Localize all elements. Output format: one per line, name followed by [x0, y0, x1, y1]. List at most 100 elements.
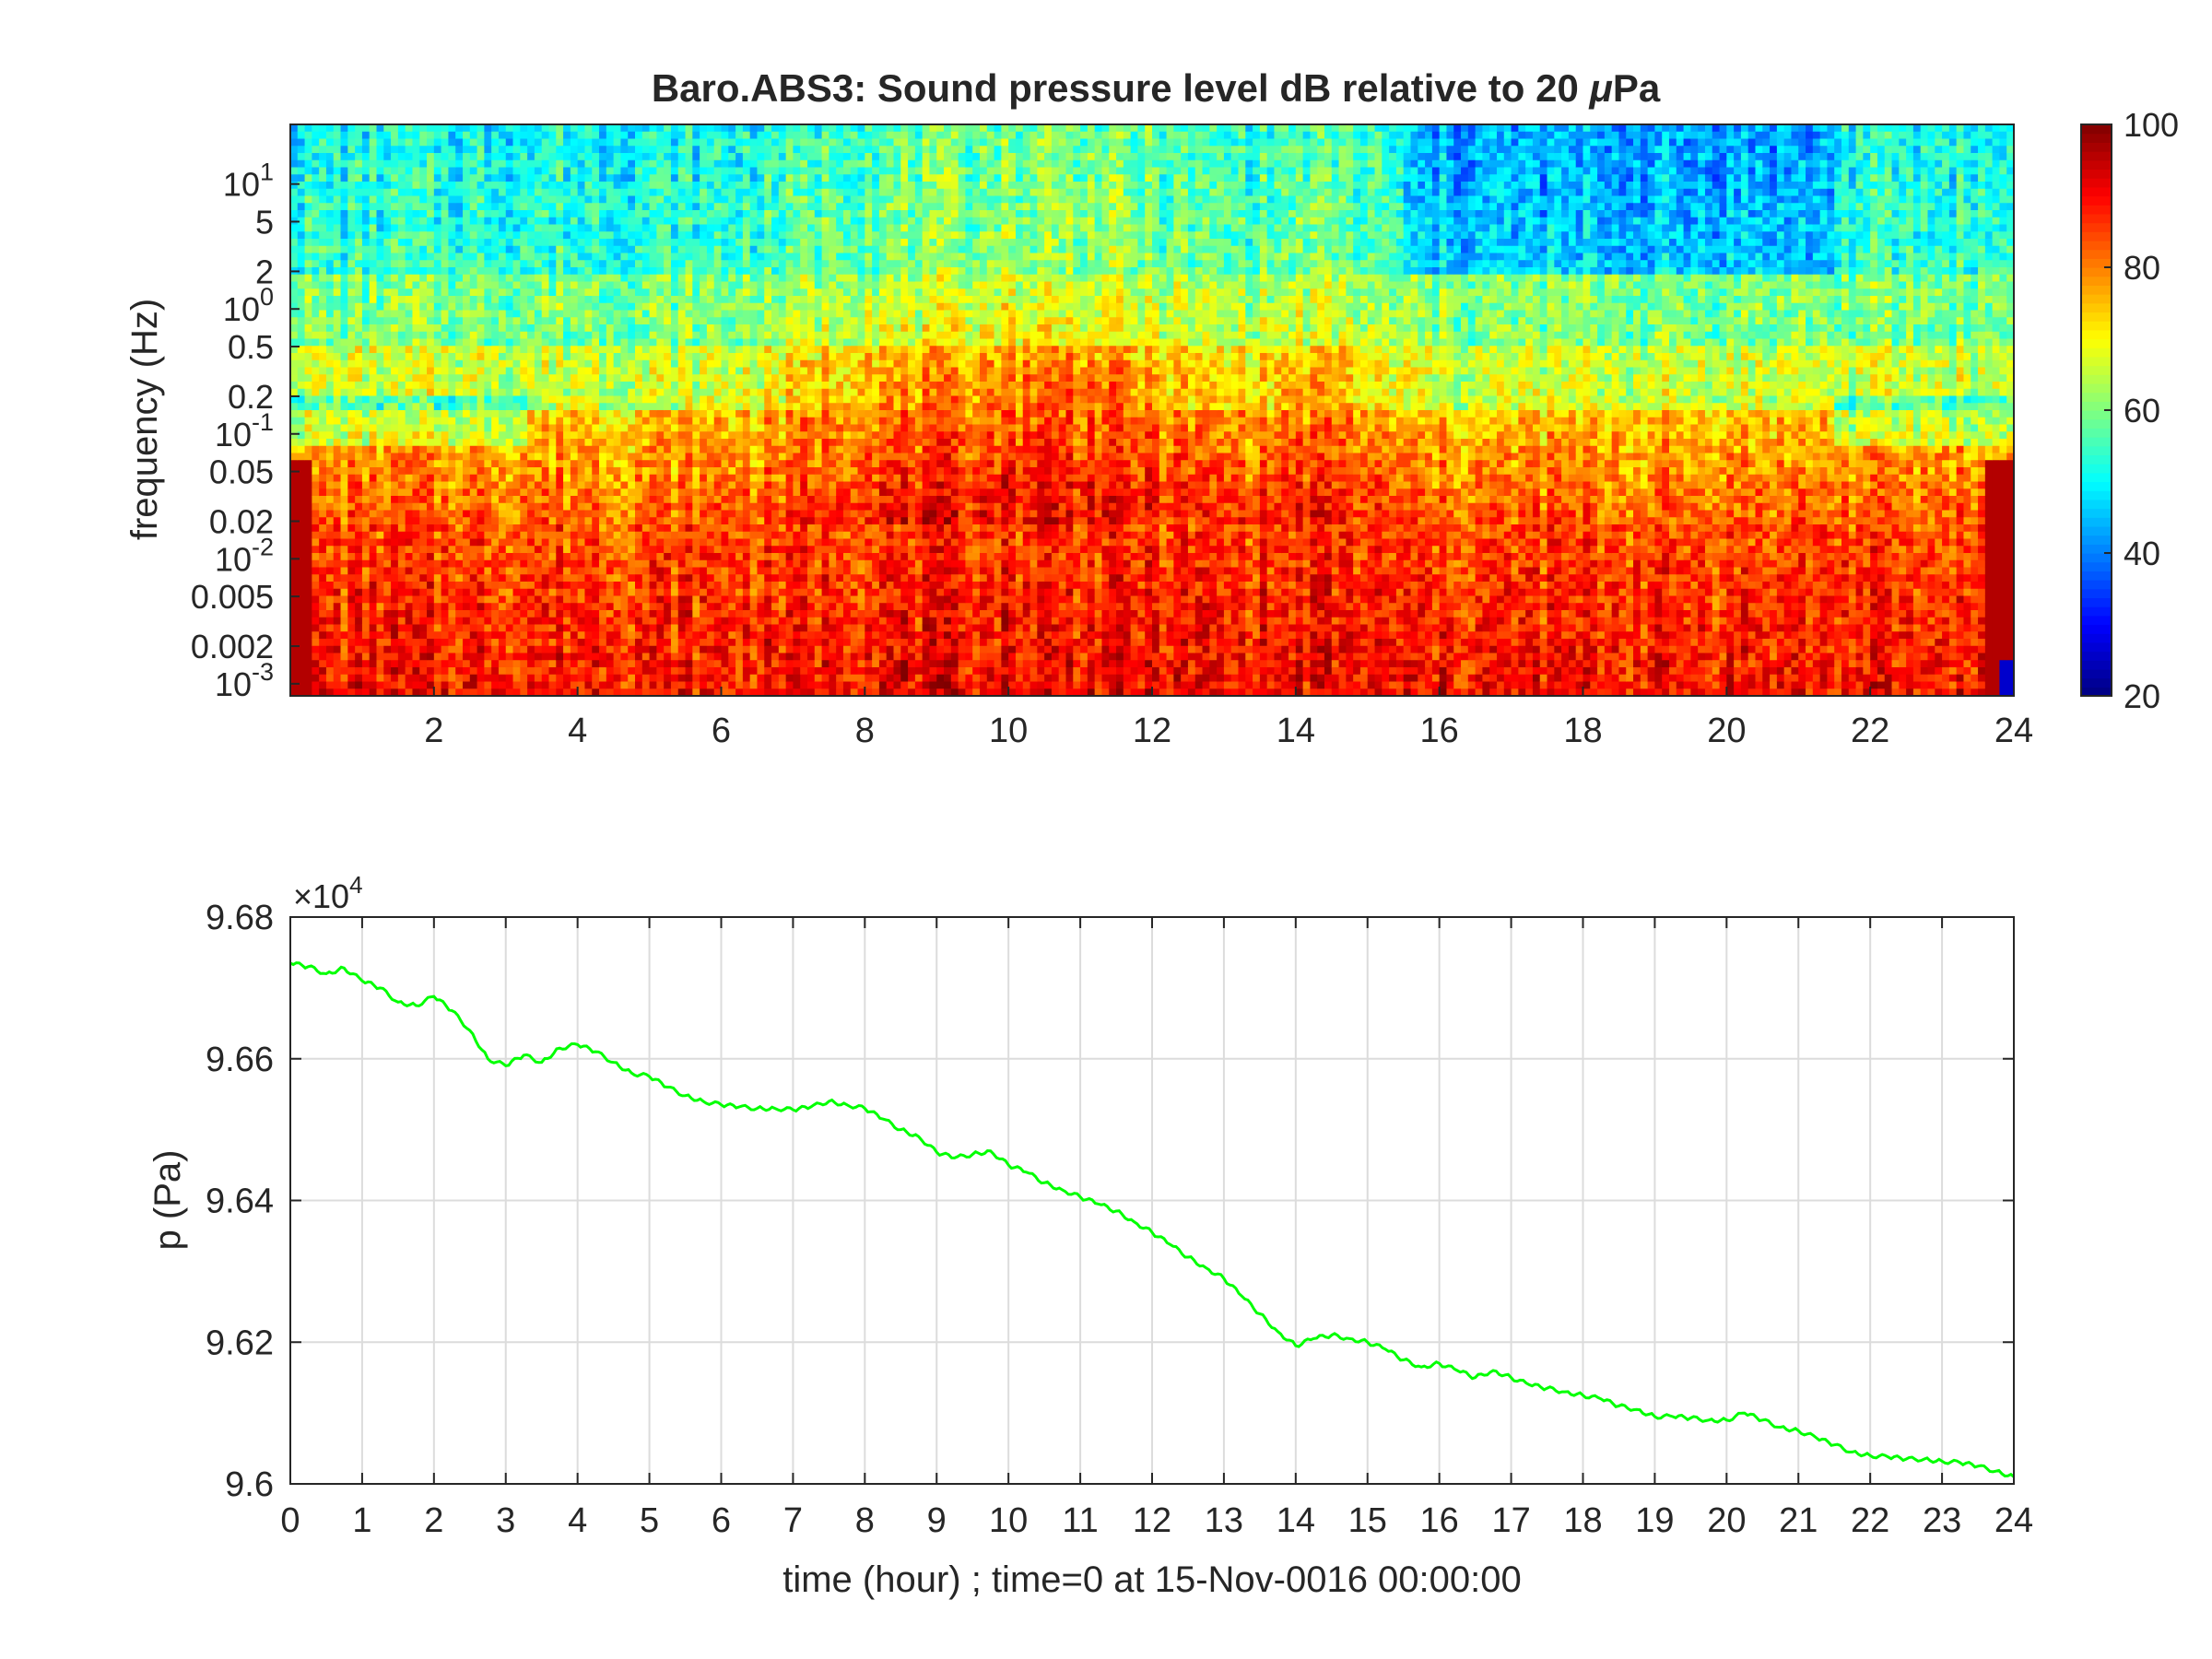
spectrogram-cell [592, 582, 600, 590]
spectrogram-cell [656, 653, 665, 661]
spectrogram-cell [570, 138, 579, 147]
spectrogram-cell [721, 410, 729, 418]
spectrogram-cell [556, 667, 564, 676]
spectrogram-cell [721, 617, 729, 626]
spectrogram-cell [491, 517, 500, 525]
spectrogram-cell [361, 688, 371, 697]
spectrogram-cell [728, 417, 736, 426]
spectrogram-cell [599, 231, 607, 240]
spectrogram-cell [541, 538, 550, 547]
spectrogram-cell [297, 217, 306, 226]
spectrogram-cell [397, 367, 406, 375]
spectrogram-cell [599, 674, 607, 683]
spectrogram-cell [383, 302, 392, 312]
spectrogram-cell [541, 296, 550, 304]
spectrogram-cell [570, 367, 579, 375]
spectrogram-cell [405, 195, 414, 204]
spectrogram-cell [397, 188, 406, 197]
spectrogram-cell [664, 674, 672, 683]
spectrogram-cell [391, 217, 399, 226]
spectrogram-cell [484, 453, 492, 461]
spectrogram-cell [505, 496, 514, 504]
spectrogram-cell [628, 439, 636, 447]
spectrogram-cell [505, 538, 514, 547]
spectrogram-cell [391, 653, 399, 661]
spectrogram-cell [290, 553, 299, 561]
spectrogram-cell [721, 517, 729, 525]
spectrogram-cell [735, 124, 744, 133]
spectrogram-cell [491, 182, 500, 190]
spectrogram-cell [340, 531, 348, 540]
spectrogram-cell [556, 274, 564, 283]
spectrogram-cell [548, 610, 557, 618]
spectrogram-cell [592, 439, 600, 447]
spectrogram-cell [304, 346, 312, 354]
spectrogram-cell [419, 588, 428, 597]
spectrogram-cell [548, 310, 557, 318]
spectrogram-cell [419, 531, 428, 540]
spectrogram-cell [484, 245, 492, 254]
spectrogram-cell [563, 431, 571, 440]
spectrogram-cell [505, 567, 514, 575]
spectrogram-cell [670, 382, 679, 390]
spectrogram-cell [469, 245, 478, 254]
spectrogram-cell [670, 567, 679, 575]
spectrogram-cell [355, 331, 363, 340]
spectrogram-cell [491, 417, 500, 426]
spectrogram-cell [570, 167, 579, 175]
spectrogram-cell [692, 617, 700, 626]
spectrogram-cell [433, 403, 442, 411]
spectrogram-cell [304, 595, 312, 604]
spectrogram-cell [333, 474, 342, 483]
spectrogram-cell [735, 203, 744, 211]
spectrogram-cell [484, 553, 492, 561]
spectrogram-cell [325, 167, 335, 175]
spectrogram-cell [290, 574, 299, 582]
spectrogram-cell [606, 331, 615, 340]
spectrogram-cell [477, 681, 485, 689]
spectrogram-cell [433, 310, 442, 318]
spectrogram-cell [635, 338, 643, 347]
spectrogram-cell [340, 324, 348, 333]
spectrogram-cell [628, 367, 636, 375]
spectrogram-cell [613, 331, 622, 340]
spectrogram-cell [427, 467, 435, 476]
spectrogram-cell [527, 395, 535, 404]
spectrogram-cell [527, 388, 535, 397]
spectrogram-cell [455, 645, 464, 654]
spectrogram-cell [677, 359, 687, 369]
spectrogram-cell [397, 245, 406, 254]
spectrogram-cell [534, 367, 543, 375]
spectrogram-cell [656, 688, 665, 697]
spectrogram-cell [721, 667, 729, 676]
spectrogram-cell [577, 374, 586, 382]
spectrogram-cell [713, 224, 723, 232]
spectrogram-cell [599, 367, 607, 375]
spectrogram-cell [649, 502, 657, 512]
spectrogram-cell [577, 331, 586, 340]
spectrogram-cell [347, 159, 356, 169]
spectrogram-cell [512, 317, 521, 325]
spectrogram-cell [599, 302, 607, 312]
spectrogram-cell [455, 574, 464, 582]
spectrogram-cell [376, 467, 384, 476]
spectrogram-cell [556, 288, 564, 297]
spectrogram-cell [520, 410, 528, 418]
spectrogram-cell [548, 331, 557, 340]
spectrogram-cell [728, 159, 736, 169]
spectrogram-cell [376, 667, 384, 676]
spectrogram-cell [606, 424, 615, 432]
spectrogram-cell [469, 538, 478, 547]
spectrogram-cell [361, 460, 371, 468]
spectrogram-cell [312, 203, 320, 211]
spectrogram-cell [304, 124, 312, 133]
spectrogram-cell [347, 431, 356, 440]
spectrogram-cell [534, 267, 543, 276]
spectrogram-cell [620, 445, 629, 454]
spectrogram-cell [520, 403, 528, 411]
spectrogram-cell [297, 496, 306, 504]
spectrogram-cell [620, 267, 629, 276]
spectrogram-cell [692, 324, 700, 333]
spectrogram-cell [355, 524, 363, 533]
spectrogram-cell [721, 645, 729, 654]
